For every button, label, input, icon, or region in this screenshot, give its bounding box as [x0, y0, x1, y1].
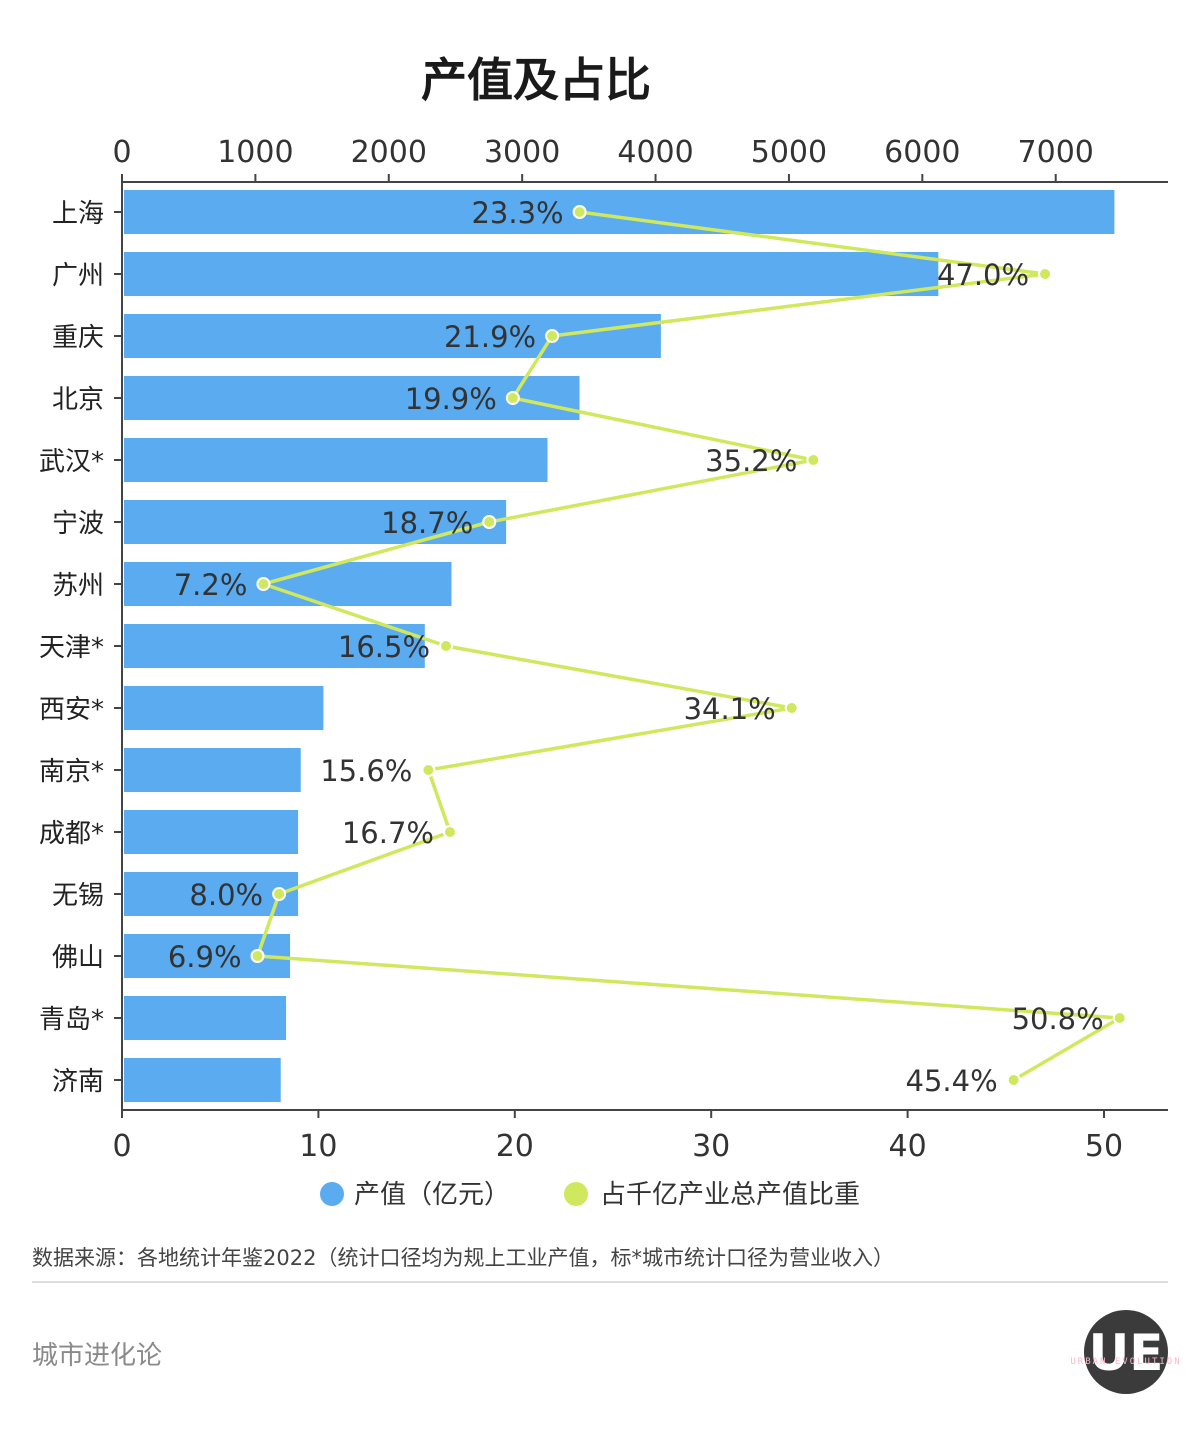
- bar: [124, 996, 287, 1040]
- category-label: 南京*: [39, 757, 104, 787]
- line-point: [545, 329, 560, 343]
- legend: 产值（亿元） 占千亿产业总产值比重: [320, 1180, 860, 1210]
- bar: [124, 748, 301, 792]
- line-point: [250, 949, 265, 963]
- legend-marker-line: [564, 1182, 588, 1206]
- category-label: 西安*: [39, 695, 104, 725]
- bottom-axis-tick-label: 50: [1085, 1129, 1123, 1164]
- line-point: [806, 453, 821, 467]
- brand-logo: UE URBAN EVOLUTION: [1070, 1310, 1181, 1394]
- line-point: [256, 577, 271, 591]
- top-axis-tick-label: 1000: [217, 135, 293, 170]
- bar: [124, 872, 299, 916]
- data-label: 50.8%: [1012, 1002, 1104, 1036]
- bar: [124, 1058, 281, 1102]
- line-point: [505, 391, 520, 405]
- bar: [124, 686, 324, 730]
- axes: 0 1000 2000 3000 4000 5000 6000 7000 0 10 20 30 40 50: [112, 135, 1168, 1164]
- line-point: [442, 825, 457, 839]
- category-label: 天津*: [39, 633, 104, 663]
- category-label: 上海: [52, 199, 104, 229]
- brand-logo-subtext: URBAN EVOLUTION: [1070, 1357, 1181, 1367]
- data-label: 6.9%: [168, 940, 242, 974]
- top-axis-tick-label: 3000: [484, 135, 560, 170]
- line-point: [482, 515, 497, 529]
- top-axis-tick-label: 0: [112, 135, 131, 170]
- data-label: 18.7%: [381, 506, 473, 540]
- bottom-axis-tick-label: 10: [299, 1129, 337, 1164]
- line-series: 23.3% 47.0% 21.9% 19.9% 35.2% 18.7% 7.2% 16.5% 3…: [168, 196, 1127, 1098]
- bottom-axis-tick-label: 0: [112, 1129, 131, 1164]
- data-label: 16.7%: [342, 816, 434, 850]
- category-label: 苏州: [52, 571, 104, 601]
- top-axis-tick-label: 5000: [751, 135, 827, 170]
- top-axis-tick-label: 6000: [884, 135, 960, 170]
- data-label: 35.2%: [705, 444, 797, 478]
- legend-label-bars: 产值（亿元）: [354, 1180, 510, 1210]
- line-point: [272, 887, 287, 901]
- data-label: 45.4%: [906, 1064, 998, 1098]
- bar: [124, 314, 661, 358]
- data-label: 47.0%: [937, 258, 1029, 292]
- bar: [124, 562, 452, 606]
- bar: [124, 190, 1115, 234]
- line-point: [784, 701, 799, 715]
- bottom-axis-tick-label: 40: [889, 1129, 927, 1164]
- category-label: 成都*: [39, 819, 104, 849]
- category-label: 青岛*: [39, 1005, 104, 1035]
- legend-label-line: 占千亿产业总产值比重: [600, 1180, 860, 1210]
- line-point: [421, 763, 436, 777]
- bar: [124, 810, 299, 854]
- category-label: 佛山: [52, 943, 104, 973]
- top-axis-tick-label: 7000: [1018, 135, 1094, 170]
- brand-name: 城市进化论: [32, 1341, 162, 1371]
- category-label: 重庆: [52, 323, 104, 353]
- line-point: [439, 639, 454, 653]
- category-label: 武汉*: [39, 447, 104, 477]
- line-point: [572, 205, 587, 219]
- category-label: 北京: [52, 385, 104, 415]
- bar: [124, 252, 939, 296]
- line-point: [1112, 1011, 1127, 1025]
- data-label: 19.9%: [405, 382, 497, 416]
- bottom-axis-tick-label: 20: [496, 1129, 534, 1164]
- data-label: 21.9%: [444, 320, 536, 354]
- category-label: 济南: [52, 1067, 104, 1097]
- bar: [124, 500, 507, 544]
- bar: [124, 624, 425, 668]
- category-label: 无锡: [52, 881, 104, 911]
- category-label: 广州: [52, 261, 104, 291]
- category-label: 宁波: [52, 509, 104, 539]
- data-label: 7.2%: [174, 568, 248, 602]
- data-label: 16.5%: [338, 630, 430, 664]
- bar: [124, 438, 548, 482]
- legend-marker-bars: [320, 1182, 344, 1206]
- top-axis-tick-label: 4000: [617, 135, 693, 170]
- line-point: [1006, 1073, 1021, 1087]
- data-label: 8.0%: [189, 878, 263, 912]
- bar: [124, 376, 580, 420]
- source-note: 数据来源：各地统计年鉴2022（统计口径均为规上工业产值，标*城市统计口径为营业…: [32, 1246, 894, 1270]
- chart-title: 产值及占比: [421, 53, 651, 107]
- brand-logo-letters: UE: [1089, 1324, 1164, 1382]
- line-point: [1038, 267, 1053, 281]
- data-label: 23.3%: [471, 196, 563, 230]
- data-label: 34.1%: [684, 692, 776, 726]
- data-label: 15.6%: [320, 754, 412, 788]
- top-axis-tick-label: 2000: [351, 135, 427, 170]
- bottom-axis-tick-label: 30: [692, 1129, 730, 1164]
